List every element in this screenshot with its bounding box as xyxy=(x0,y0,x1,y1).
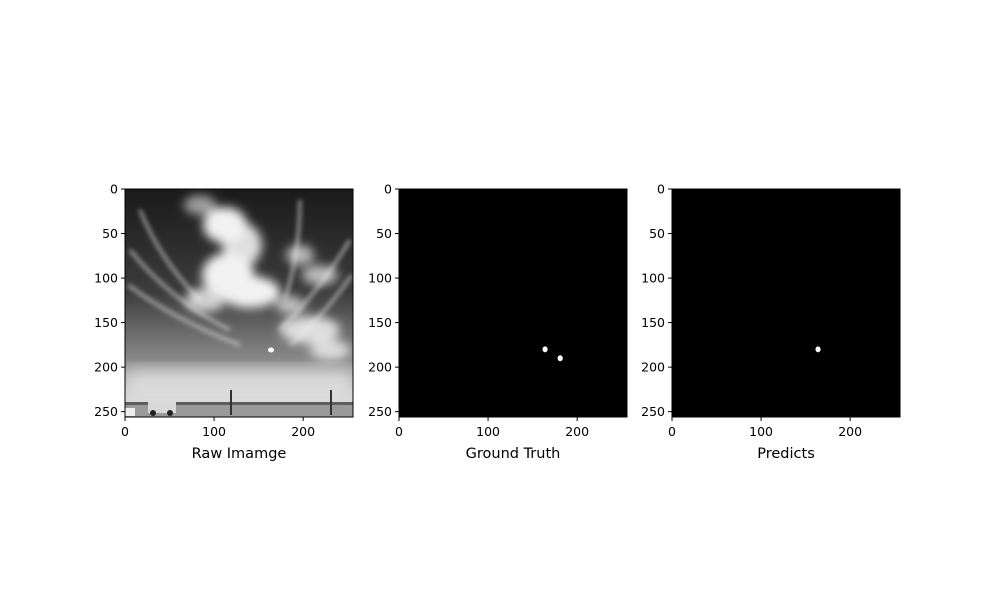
raw-image-xlabel: Raw Imamge xyxy=(192,446,287,462)
predicts-mask-blob xyxy=(815,346,821,353)
predicts-frame xyxy=(671,188,901,418)
ground-truth-frame xyxy=(398,188,628,418)
raw-image-ytick-label: 200 xyxy=(94,360,118,375)
raw-image-xtick-label: 100 xyxy=(202,424,226,439)
ground-truth-image xyxy=(399,189,627,417)
predicts-blobs xyxy=(815,346,821,353)
raw-image-frame xyxy=(124,188,354,418)
predicts-xlabel: Predicts xyxy=(757,446,815,462)
predicts-ytick-label: 200 xyxy=(641,360,665,375)
raw-image-ytick-label: 250 xyxy=(94,404,118,419)
raw-image-panel: 0 100 200 0 50 100 150 200 250 Raw Imamge xyxy=(94,182,354,462)
ground-truth-ytick-label: 100 xyxy=(368,271,392,286)
raw-image-xtick-label: 200 xyxy=(291,424,315,439)
ground-truth-ytick-label: 150 xyxy=(368,315,392,330)
predicts-xtick-label: 200 xyxy=(838,424,862,439)
predicts-image xyxy=(672,189,900,417)
ground-truth-ytick-label: 0 xyxy=(384,182,392,197)
predicts-ytick-label: 0 xyxy=(657,182,665,197)
raw-sky-image xyxy=(125,189,353,417)
ground-truth-xtick-label: 0 xyxy=(395,424,403,439)
predicts-ytick-label: 100 xyxy=(641,271,665,286)
raw-image-ytick-label: 100 xyxy=(94,271,118,286)
predicts-axes: 0 100 200 0 50 100 150 200 250 xyxy=(641,182,862,440)
ground-truth-xtick-label: 100 xyxy=(476,424,500,439)
ground-truth-axes: 0 100 200 0 50 100 150 200 250 xyxy=(368,182,589,440)
ground-truth-xtick-label: 200 xyxy=(565,424,589,439)
ground-truth-blobs xyxy=(542,346,563,362)
ground-truth-panel: 0 100 200 0 50 100 150 200 250 Ground Truth xyxy=(368,182,628,462)
raw-image-axes: 0 100 200 0 50 100 150 200 250 xyxy=(94,182,315,440)
predicts-ytick-label: 250 xyxy=(641,404,665,419)
raw-image-ytick-label: 0 xyxy=(110,182,118,197)
ground-truth-ytick-label: 50 xyxy=(376,226,392,241)
predicts-ytick-label: 50 xyxy=(649,226,665,241)
predicts-xtick-label: 100 xyxy=(749,424,773,439)
ground-truth-mask-blob xyxy=(542,346,548,353)
raw-image-xtick-label: 0 xyxy=(121,424,129,439)
raw-image-ytick-label: 150 xyxy=(94,315,118,330)
raw-image-ytick-label: 50 xyxy=(102,226,118,241)
ground-truth-xlabel: Ground Truth xyxy=(466,446,561,462)
predicts-ytick-label: 150 xyxy=(641,315,665,330)
predicts-panel: 0 100 200 0 50 100 150 200 250 Predicts xyxy=(641,182,901,462)
ground-truth-ytick-label: 250 xyxy=(368,404,392,419)
ground-truth-mask-blob xyxy=(557,355,563,362)
predicts-xtick-label: 0 xyxy=(668,424,676,439)
ground-truth-ytick-label: 200 xyxy=(368,360,392,375)
